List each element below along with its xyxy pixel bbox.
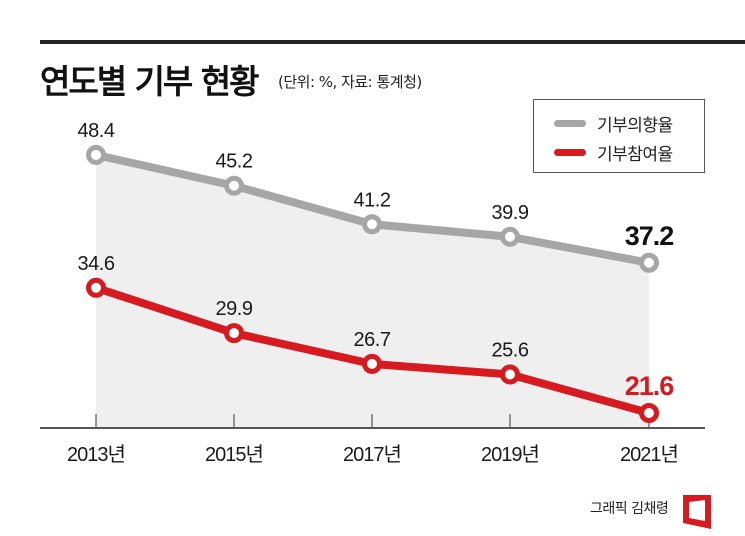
data-label: 21.6 — [625, 371, 675, 401]
legend-swatch-gray — [554, 120, 586, 127]
legend-label: 기부참여율 — [597, 145, 673, 165]
x-tick-label: 2013년 — [67, 443, 125, 466]
data-label: 45.2 — [216, 151, 253, 173]
x-tick-label: 2015년 — [205, 443, 263, 466]
data-point-participation — [500, 364, 520, 385]
data-point-participation — [86, 277, 106, 298]
legend: 기부의향율 기부참여율 — [533, 99, 705, 173]
data-label: 37.2 — [625, 221, 674, 251]
legend-label: 기부의향율 — [597, 116, 673, 136]
data-point-intent — [639, 252, 659, 273]
legend-item-intent: 기부의향율 — [554, 111, 673, 136]
data-label: 34.6 — [78, 253, 115, 275]
chart-title: 연도별 기부 현황 — [40, 62, 259, 101]
data-point-participation — [639, 403, 659, 423]
x-tick-label: 2017년 — [343, 443, 401, 466]
publisher-logo-icon — [683, 495, 711, 529]
data-point-intent — [362, 214, 382, 235]
legend-swatch-red — [554, 149, 586, 156]
data-point-participation — [362, 353, 382, 374]
data-point-intent — [86, 144, 106, 165]
x-tick-label: 2019년 — [481, 443, 539, 466]
graphic-credit: 그래픽 김채령 — [590, 501, 669, 517]
data-label: 39.9 — [492, 202, 529, 224]
top-rule — [40, 40, 745, 44]
data-point-intent — [224, 175, 244, 196]
chart-subtitle: (단위: %, 자료: 통계청) — [278, 73, 422, 91]
data-point-participation — [224, 323, 244, 344]
x-tick-label: 2021년 — [620, 443, 678, 466]
data-label: 48.4 — [78, 120, 115, 142]
data-label: 29.9 — [216, 298, 253, 320]
data-label: 41.2 — [354, 189, 391, 211]
area-fill — [96, 154, 649, 428]
data-label: 25.6 — [492, 339, 529, 361]
data-label: 26.7 — [354, 329, 391, 351]
legend-item-participation: 기부참여율 — [554, 140, 673, 165]
data-point-intent — [500, 226, 520, 247]
